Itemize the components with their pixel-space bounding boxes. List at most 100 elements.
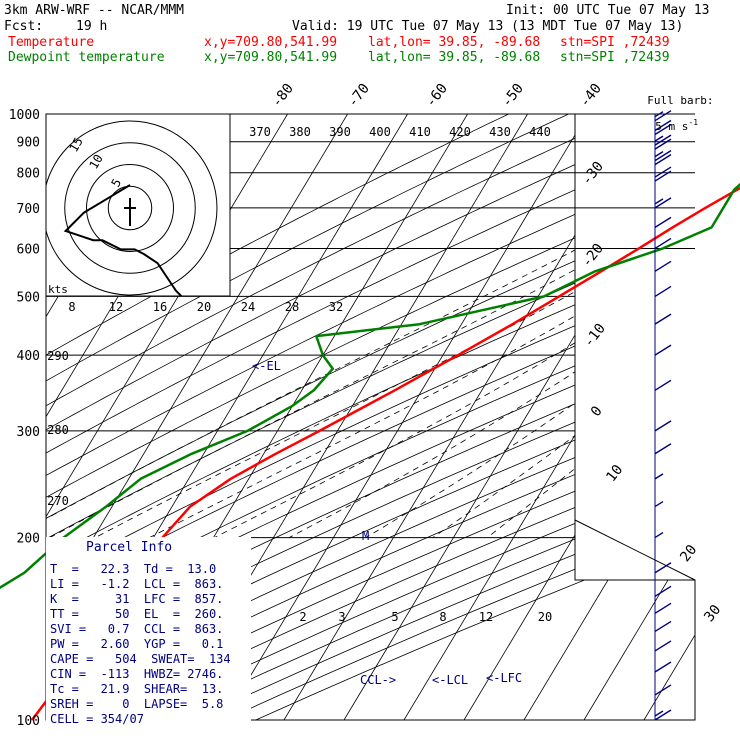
mixing-ratio-line (627, 114, 695, 249)
temperature-latlon: lat,lon= 39.85, -89.68 (368, 35, 541, 50)
hodograph-ring (64, 142, 196, 274)
parcel-info-row: SREH = 0 LAPSE= 5.8 (50, 697, 224, 711)
parcel-info-row: CAPE = 504 SWEAT= 134 (50, 652, 231, 666)
init-time: Init: 00 UTC Tue 07 May 13 (506, 3, 710, 18)
dry-adiabat-line (46, 114, 695, 720)
barb-legend-exp: -1 (688, 118, 699, 127)
mixing-ratio-label: 20 (538, 610, 552, 624)
mixing-ratio-label: 8 (439, 610, 446, 624)
wind-barbs (654, 110, 672, 721)
pressure-label: 100 (17, 714, 40, 729)
theta-label: 370 (249, 125, 271, 139)
parcel-info-title: Parcel Info (86, 540, 173, 555)
isotherm-label: 10 (603, 462, 626, 485)
dry-adiabat-line (255, 114, 695, 720)
isotherm-line (583, 114, 695, 720)
theta-label: 410 (409, 125, 431, 139)
parcel-level-marker: <-LFC (486, 671, 522, 685)
wind-barb (654, 110, 672, 122)
wind-barb (654, 709, 672, 721)
wind-barb (654, 620, 672, 633)
parcel-info-row: CIN = -113 HWBZ= 2746. (50, 667, 224, 681)
theta-label: 400 (369, 125, 391, 139)
isotherm-line (223, 114, 588, 720)
hodograph-box (45, 113, 231, 297)
theta-label: 440 (529, 125, 551, 139)
wind-barb (654, 500, 664, 508)
parcel-level-marker: <-EL (252, 359, 281, 373)
dewpoint-latlon: lat,lon= 39.85, -89.68 (368, 50, 541, 65)
wind-barb (654, 166, 672, 182)
hodograph-speed-tick: 24 (241, 300, 255, 314)
pressure-label: 600 (17, 242, 40, 257)
parcel-info-row: K = 31 LFC = 857. (50, 592, 224, 606)
parcel-info-row: LI = -1.2 LCL = 863. (50, 577, 224, 591)
hodograph-ring (46, 120, 218, 296)
dry-adiabat-line (46, 114, 695, 720)
wind-barb (654, 473, 664, 480)
hodograph-speed-tick: 12 (109, 300, 123, 314)
barb-legend: Full barb: 5 m s-1 (634, 84, 713, 132)
wind-barb (654, 585, 672, 597)
isotherm-line (523, 114, 695, 720)
parcel-info-row: Tc = 21.9 SHEAR= 13. (50, 682, 224, 696)
pressure-label: 400 (17, 349, 40, 364)
wind-barb (654, 420, 672, 432)
pressure-label: 300 (17, 425, 40, 440)
theta-label: 430 (489, 125, 511, 139)
dewpoint-legend: Dewpoint temperature (8, 50, 165, 65)
pressure-label: 1000 (9, 108, 40, 123)
model-title: 3km ARW-WRF -- NCAR/MMM (4, 3, 185, 18)
pressure-label: 900 (17, 136, 40, 151)
wind-barb (654, 216, 672, 228)
hodograph-speed-tick: 8 (68, 300, 75, 314)
isotherm-label: -40 (577, 81, 605, 111)
isotherm-label: -50 (499, 81, 527, 111)
hodograph-trace (63, 184, 183, 296)
wind-barb (654, 379, 672, 391)
dry-adiabat-line (46, 114, 658, 720)
pressure-label: 200 (17, 532, 40, 547)
isotherm-label: -80 (269, 81, 297, 111)
mixing-ratio-line (666, 114, 695, 249)
dry-adiabat-line (46, 114, 695, 720)
wind-barb (654, 661, 672, 673)
dry-adiabat-line (46, 114, 597, 720)
wind-barb (654, 562, 672, 574)
wind-barb (654, 313, 672, 325)
isotherm-label: -70 (345, 81, 373, 111)
dry-adiabat-line (46, 114, 695, 720)
wind-barb (654, 119, 672, 136)
dewpoint-profile (0, 182, 740, 590)
forecast-label: Fcst: (4, 19, 44, 34)
wind-barb (654, 197, 672, 209)
parcel-level-marker: CCL-> (360, 673, 396, 687)
hodograph-ring (107, 185, 153, 231)
wind-barb (654, 237, 672, 250)
barb-legend-value: 5 m s (655, 119, 689, 133)
hodograph-speed-tick: 28 (285, 300, 299, 314)
isotherm-line (46, 114, 348, 720)
mixing-ratio-label: 5 (391, 610, 398, 624)
hodograph-units: kts (48, 283, 68, 296)
dry-adiabat-line (193, 114, 695, 720)
isotherm-line (403, 114, 695, 720)
isotherm-label: -10 (581, 321, 609, 351)
valid-time: Valid: 19 UTC Tue 07 May 13 (13 MDT Tue … (292, 19, 684, 34)
parcel-info-row: TT = 50 EL = 260. (50, 607, 224, 621)
hodograph-ring-label: 10 (86, 152, 105, 172)
moist-adiabat-line (149, 114, 695, 538)
wind-barb (654, 602, 672, 614)
dry-adiabat-line (46, 114, 695, 720)
isotherm-label: 20 (677, 542, 700, 565)
dry-adiabat-line (46, 114, 695, 720)
mixing-ratio-label: 2 (299, 610, 306, 624)
moist-adiabat-line (288, 114, 695, 538)
isotherm-label: -30 (579, 159, 607, 189)
wind-barb (654, 684, 672, 696)
temperature-xy: x,y=709.80,541.99 (204, 35, 338, 50)
parcel-info-row: PW = 2.60 YGP = 0.1 (50, 637, 224, 651)
temperature-legend: Temperature (8, 35, 95, 50)
